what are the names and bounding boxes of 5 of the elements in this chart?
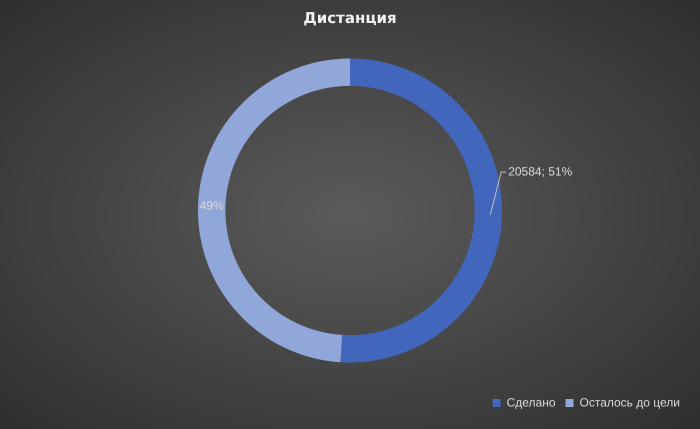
chart-title: Дистанция bbox=[303, 8, 397, 27]
data-label: 49% bbox=[200, 198, 224, 212]
legend-label: Сделано bbox=[506, 395, 556, 410]
legend-label: Осталось до цели bbox=[580, 395, 680, 410]
data-label: 20584; 51% bbox=[508, 164, 573, 178]
